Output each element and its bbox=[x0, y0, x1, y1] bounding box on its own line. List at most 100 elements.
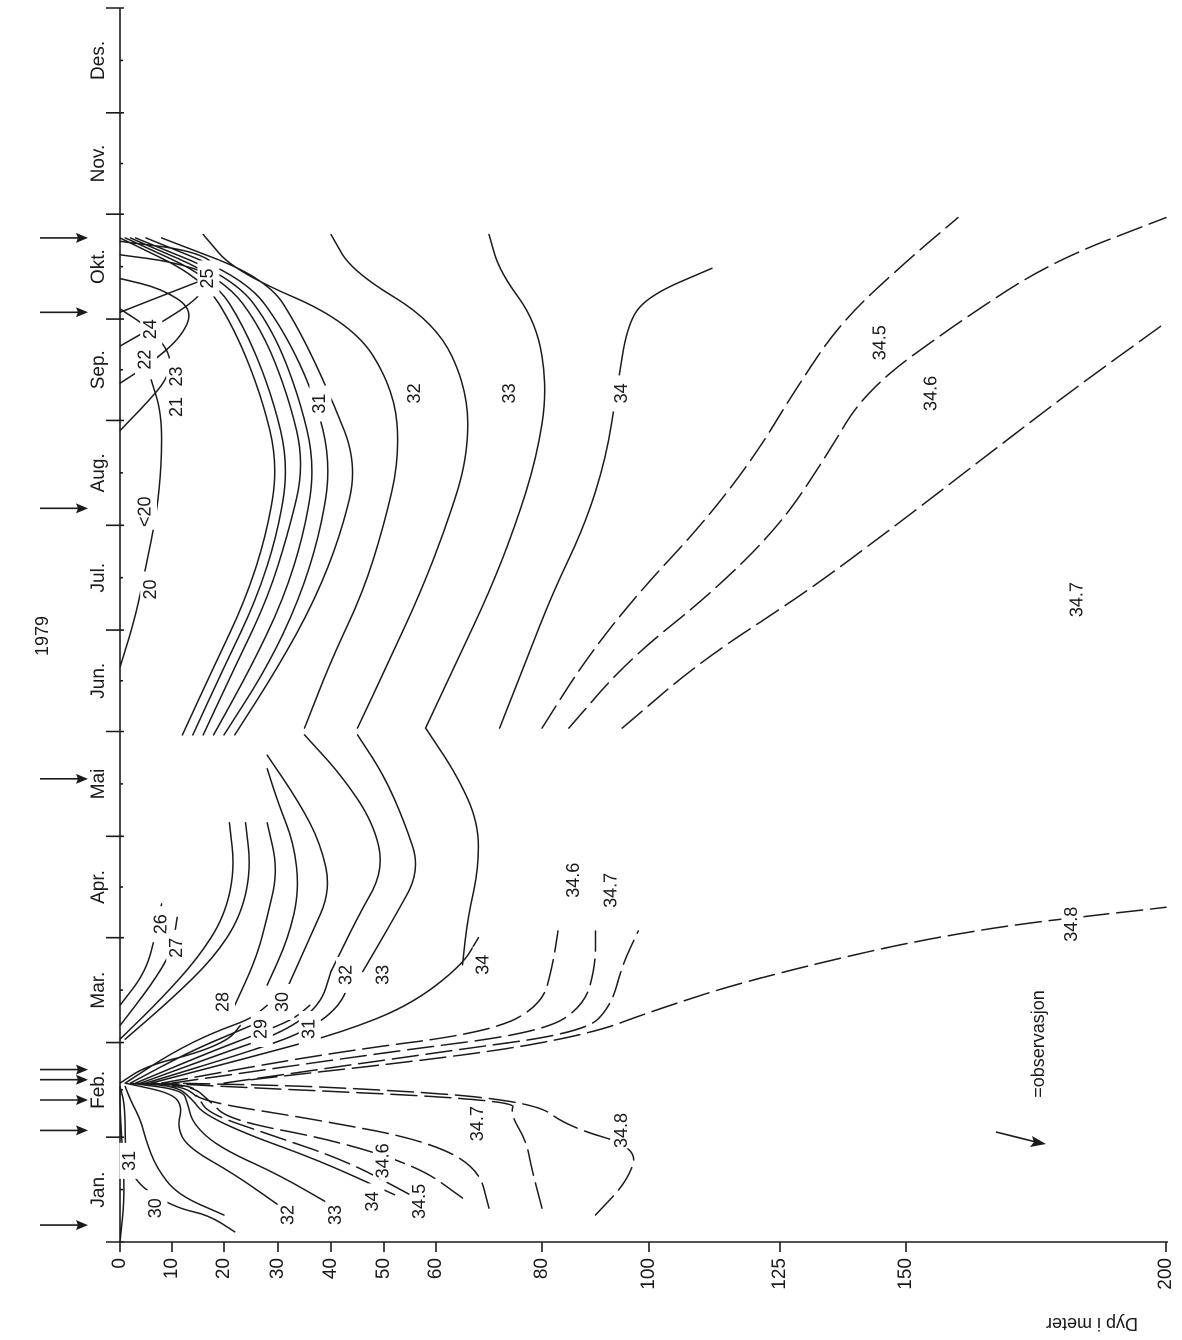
contour-label: 34 bbox=[472, 955, 492, 975]
contour-line bbox=[330, 233, 469, 729]
contour-line bbox=[119, 1085, 236, 1233]
month-label: Okt. bbox=[88, 249, 109, 284]
contour-label-bg bbox=[166, 388, 189, 425]
contour-label-bg bbox=[250, 1011, 273, 1048]
contour-label: 31 bbox=[119, 1151, 139, 1171]
month-label: Mai bbox=[88, 769, 109, 800]
contour-label-bg bbox=[467, 1105, 490, 1142]
contour-line bbox=[234, 822, 277, 1007]
contour-line bbox=[424, 727, 480, 966]
contour-label: 34.8 bbox=[1061, 907, 1081, 942]
depth-tick-label: 0 bbox=[109, 1258, 130, 1269]
depth-tick-label: 10 bbox=[161, 1258, 182, 1279]
contour-label-bg bbox=[1066, 581, 1089, 618]
depth-tick-label: 80 bbox=[531, 1258, 552, 1279]
contour-label-bg bbox=[135, 341, 157, 378]
contour-label: 26 bbox=[150, 914, 170, 934]
contour-label: 34.7 bbox=[600, 873, 620, 908]
month-label: Feb. bbox=[88, 1071, 109, 1109]
observation-arrow bbox=[40, 1220, 88, 1231]
contour-line bbox=[541, 216, 959, 729]
contour-label-bg bbox=[472, 946, 495, 983]
contour-label: 34.5 bbox=[409, 1184, 429, 1219]
contour-label-bg bbox=[197, 260, 220, 297]
contour-line bbox=[160, 237, 354, 736]
contour-label-bg bbox=[404, 375, 427, 412]
contour-label-bg bbox=[921, 375, 943, 412]
contour-label-bg bbox=[563, 862, 586, 899]
contour-line bbox=[124, 1085, 225, 1216]
contour-line bbox=[140, 970, 332, 1084]
contour-line bbox=[202, 233, 399, 729]
depth-tick-label: 50 bbox=[373, 1258, 394, 1279]
contour-line bbox=[134, 1082, 396, 1196]
contour-label: 34.6 bbox=[921, 376, 941, 411]
contour-label: 32 bbox=[277, 1205, 297, 1225]
contour-line bbox=[150, 936, 480, 1084]
contour-label: 24 bbox=[140, 319, 160, 339]
contour-line bbox=[124, 1004, 268, 1084]
observation-arrow bbox=[40, 1064, 88, 1075]
contour-line bbox=[266, 767, 299, 986]
contour-lines bbox=[119, 216, 1167, 1243]
observation-arrow bbox=[40, 1095, 88, 1106]
contour-label-bg bbox=[277, 1196, 300, 1233]
contour-label-bg bbox=[499, 375, 522, 412]
contour-line bbox=[140, 1082, 411, 1196]
contour-label: 25 bbox=[197, 268, 217, 288]
observation-arrow bbox=[40, 1074, 88, 1085]
month-label: Apr. bbox=[88, 870, 109, 904]
contour-line bbox=[145, 970, 353, 1084]
observation-arrow bbox=[40, 773, 88, 784]
depth-tick-label: 40 bbox=[320, 1258, 341, 1279]
contour-line bbox=[145, 237, 329, 736]
contour-label-bg bbox=[135, 493, 157, 530]
axis-label-depth: Dyp i meter bbox=[1046, 1314, 1138, 1334]
observation-arrow bbox=[40, 232, 88, 243]
contour-line bbox=[223, 930, 640, 1084]
contour-line bbox=[356, 734, 417, 973]
contour-line bbox=[119, 822, 234, 1040]
contour-label: 30 bbox=[272, 992, 292, 1012]
month-label: Nov. bbox=[88, 145, 109, 183]
month-label: Jan. bbox=[88, 1172, 109, 1208]
contour-label: 33 bbox=[499, 383, 519, 403]
contour-label-bg bbox=[325, 1196, 348, 1233]
contour-label-bg bbox=[309, 385, 332, 422]
contour-line bbox=[129, 1082, 332, 1206]
contour-label-bg bbox=[145, 1190, 168, 1227]
contour-line bbox=[621, 321, 1167, 729]
contour-label-bg bbox=[140, 311, 163, 348]
contour-line bbox=[124, 237, 287, 736]
contour-label: 33 bbox=[325, 1205, 345, 1225]
contour-label: 34.7 bbox=[467, 1106, 487, 1141]
contour-label: 34 bbox=[362, 1191, 382, 1211]
contour-label-bg bbox=[373, 956, 395, 993]
contour-label-bg bbox=[611, 375, 634, 412]
contour-label: 20 bbox=[140, 579, 160, 599]
chart-axes: Jan. Feb. Mar. Apr. Mai Jun. Jul. Aug. Sep. Okt. N… bbox=[32, 7, 1176, 1334]
contour-label: 31 bbox=[299, 1019, 319, 1039]
contour-line bbox=[119, 254, 209, 347]
observation-arrow bbox=[40, 307, 88, 318]
contour-label-bg bbox=[213, 983, 235, 1020]
month-label: Jul. bbox=[88, 563, 109, 593]
contour-label-bg bbox=[272, 983, 295, 1020]
contour-line bbox=[424, 233, 546, 729]
contour-label-bg bbox=[362, 1183, 385, 1220]
contour-label: 23 bbox=[166, 366, 186, 386]
month-label: Aug. bbox=[88, 453, 109, 492]
contour-line bbox=[568, 216, 1167, 729]
contour-line bbox=[124, 822, 250, 1040]
contour-label-bg bbox=[1061, 906, 1084, 943]
contour-label-bg bbox=[373, 1142, 395, 1179]
contour-line bbox=[498, 267, 713, 729]
chart-title: 1979 bbox=[32, 616, 52, 656]
contour-label: 30 bbox=[145, 1198, 165, 1218]
contour-line bbox=[250, 906, 1167, 1081]
contour-label: 34.7 bbox=[1066, 582, 1086, 617]
contour-label: 34 bbox=[611, 383, 631, 403]
